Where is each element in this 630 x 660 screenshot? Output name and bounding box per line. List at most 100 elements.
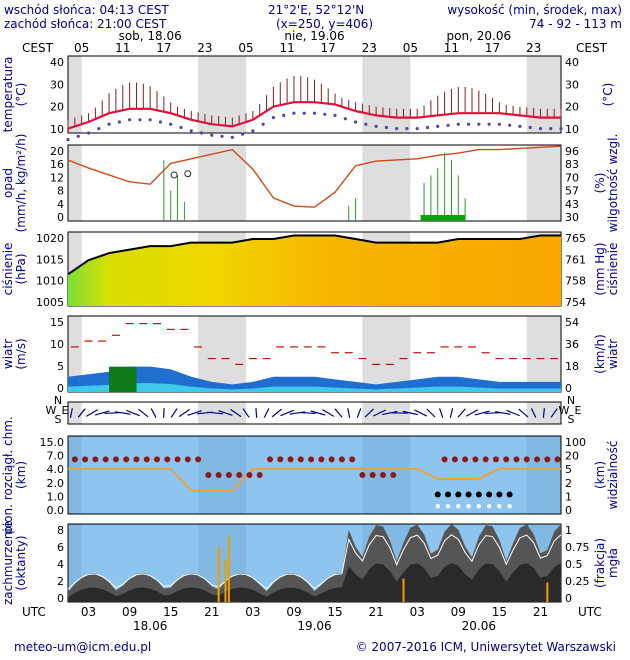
hour-top: 11	[279, 41, 294, 55]
tz-bottom-left: UTC	[22, 605, 46, 619]
svg-text:(km/h): (km/h)	[593, 334, 607, 374]
visibility-point	[466, 504, 471, 509]
dewpoint-point	[477, 122, 481, 126]
visibility-point	[435, 504, 440, 509]
tz-top-right: CEST	[576, 41, 608, 55]
hour-bottom: 09	[451, 605, 466, 619]
dewpoint-point	[271, 116, 276, 120]
tick-visibility: 0	[565, 504, 572, 517]
night-band	[68, 436, 82, 514]
tick-precip: 96	[565, 145, 579, 158]
dewpoint-point	[189, 129, 193, 133]
night-band	[68, 316, 82, 392]
day-top: pon, 20.06	[447, 29, 512, 43]
wind-arrow	[138, 408, 149, 418]
wind-arrow	[322, 409, 335, 417]
wind-arrow	[530, 408, 537, 418]
hour-bottom: 09	[286, 605, 301, 619]
dewpoint-point	[117, 120, 121, 124]
cloud-point	[441, 456, 448, 463]
cloud-point	[277, 456, 284, 463]
night-band	[526, 145, 561, 221]
label-precip-right: (%) wilgotność wzgl.	[593, 134, 620, 233]
cloud-point	[328, 456, 335, 463]
cloud-point	[472, 456, 479, 463]
tick-cloud: 0	[565, 592, 572, 605]
cloud-point	[534, 456, 541, 463]
svg-text:(frakcja): (frakcja)	[593, 538, 607, 588]
dewpoint-point	[66, 138, 70, 142]
tick-pressure: 1005	[36, 296, 64, 309]
date-bottom: 20.06	[462, 619, 496, 633]
tick-visibility: 15.0	[40, 436, 65, 449]
hour-top: 17	[485, 41, 500, 55]
elevation-label: wysokość (min, środek, max)	[447, 3, 622, 17]
wind-arrow	[550, 408, 558, 418]
dewpoint-point	[220, 134, 224, 138]
hour-top: 23	[197, 41, 212, 55]
tick-visibility: 0.0	[47, 504, 65, 517]
wind-arrow	[263, 408, 270, 418]
tick-precip: 8	[57, 185, 64, 198]
wind-arrow	[439, 408, 444, 418]
compass-n: N	[54, 394, 62, 407]
wind-arrow	[178, 408, 190, 418]
compass-w: W	[559, 404, 570, 417]
tick-temperature: 10	[50, 123, 64, 136]
tick-wind: 18	[565, 360, 579, 373]
tick-pressure: 1020	[36, 232, 64, 245]
tick-cloud: 0.25	[565, 575, 590, 588]
date-bottom: 18.06	[133, 619, 167, 633]
svg-text:wiatr: wiatr	[606, 339, 620, 369]
cloud-point	[455, 491, 462, 498]
cloud-point	[297, 456, 304, 463]
svg-text:widzialność: widzialność	[606, 441, 620, 510]
svg-text:ciśnienie: ciśnienie	[1, 243, 15, 296]
cloud-point	[154, 456, 161, 463]
svg-text:wiatr: wiatr	[1, 339, 15, 369]
tick-pressure: 1010	[36, 275, 64, 288]
hour-top: 17	[156, 41, 171, 55]
fog-bar	[402, 578, 405, 602]
cloud-point	[256, 472, 263, 478]
tick-temperature: 30	[565, 78, 579, 91]
wind-arrow	[69, 408, 73, 418]
wind-arrow	[271, 408, 282, 418]
tick-precip: 20	[50, 145, 64, 158]
wind-arrow	[162, 408, 165, 418]
dewpoint-point	[302, 111, 306, 115]
wind-arrow	[170, 408, 178, 418]
wind-arrow	[299, 411, 316, 415]
wind-arrow	[280, 409, 294, 417]
cloud-point	[225, 472, 232, 478]
dewpoint-point	[138, 118, 142, 122]
fog-bar	[546, 582, 549, 602]
dewpoint-point	[323, 112, 327, 116]
pressure-line	[67, 234, 561, 276]
cloud-point	[205, 472, 212, 478]
hour-bottom: 15	[327, 605, 342, 619]
dewpoint-point	[425, 125, 430, 130]
tick-visibility: 2	[565, 477, 572, 490]
svg-text:mgła: mgła	[606, 548, 620, 578]
footer-copyright: © 2007-2016 ICM, Uniwersytet Warszawski	[355, 640, 616, 654]
wind-arrow	[94, 410, 110, 416]
cloud-point	[445, 491, 452, 498]
compass-e: E	[575, 404, 582, 417]
hour-bottom: 21	[533, 605, 548, 619]
svg-text:(km): (km)	[14, 461, 28, 489]
compass-n: N	[567, 394, 575, 407]
cloud-point	[462, 456, 469, 463]
dewpoint-point	[415, 127, 419, 131]
visibility-point	[507, 504, 512, 509]
wind-arrow	[334, 408, 343, 418]
panel-frame-visibility	[67, 435, 562, 515]
label-visibility-right: (km) widzialność	[593, 441, 620, 510]
night-band	[198, 316, 247, 392]
dewpoint-point	[487, 122, 491, 126]
night-band	[68, 56, 82, 133]
compass-w: W	[46, 404, 57, 417]
cloud-point	[82, 456, 89, 463]
cloud-point	[174, 456, 181, 463]
dewpoint-point	[86, 131, 91, 135]
